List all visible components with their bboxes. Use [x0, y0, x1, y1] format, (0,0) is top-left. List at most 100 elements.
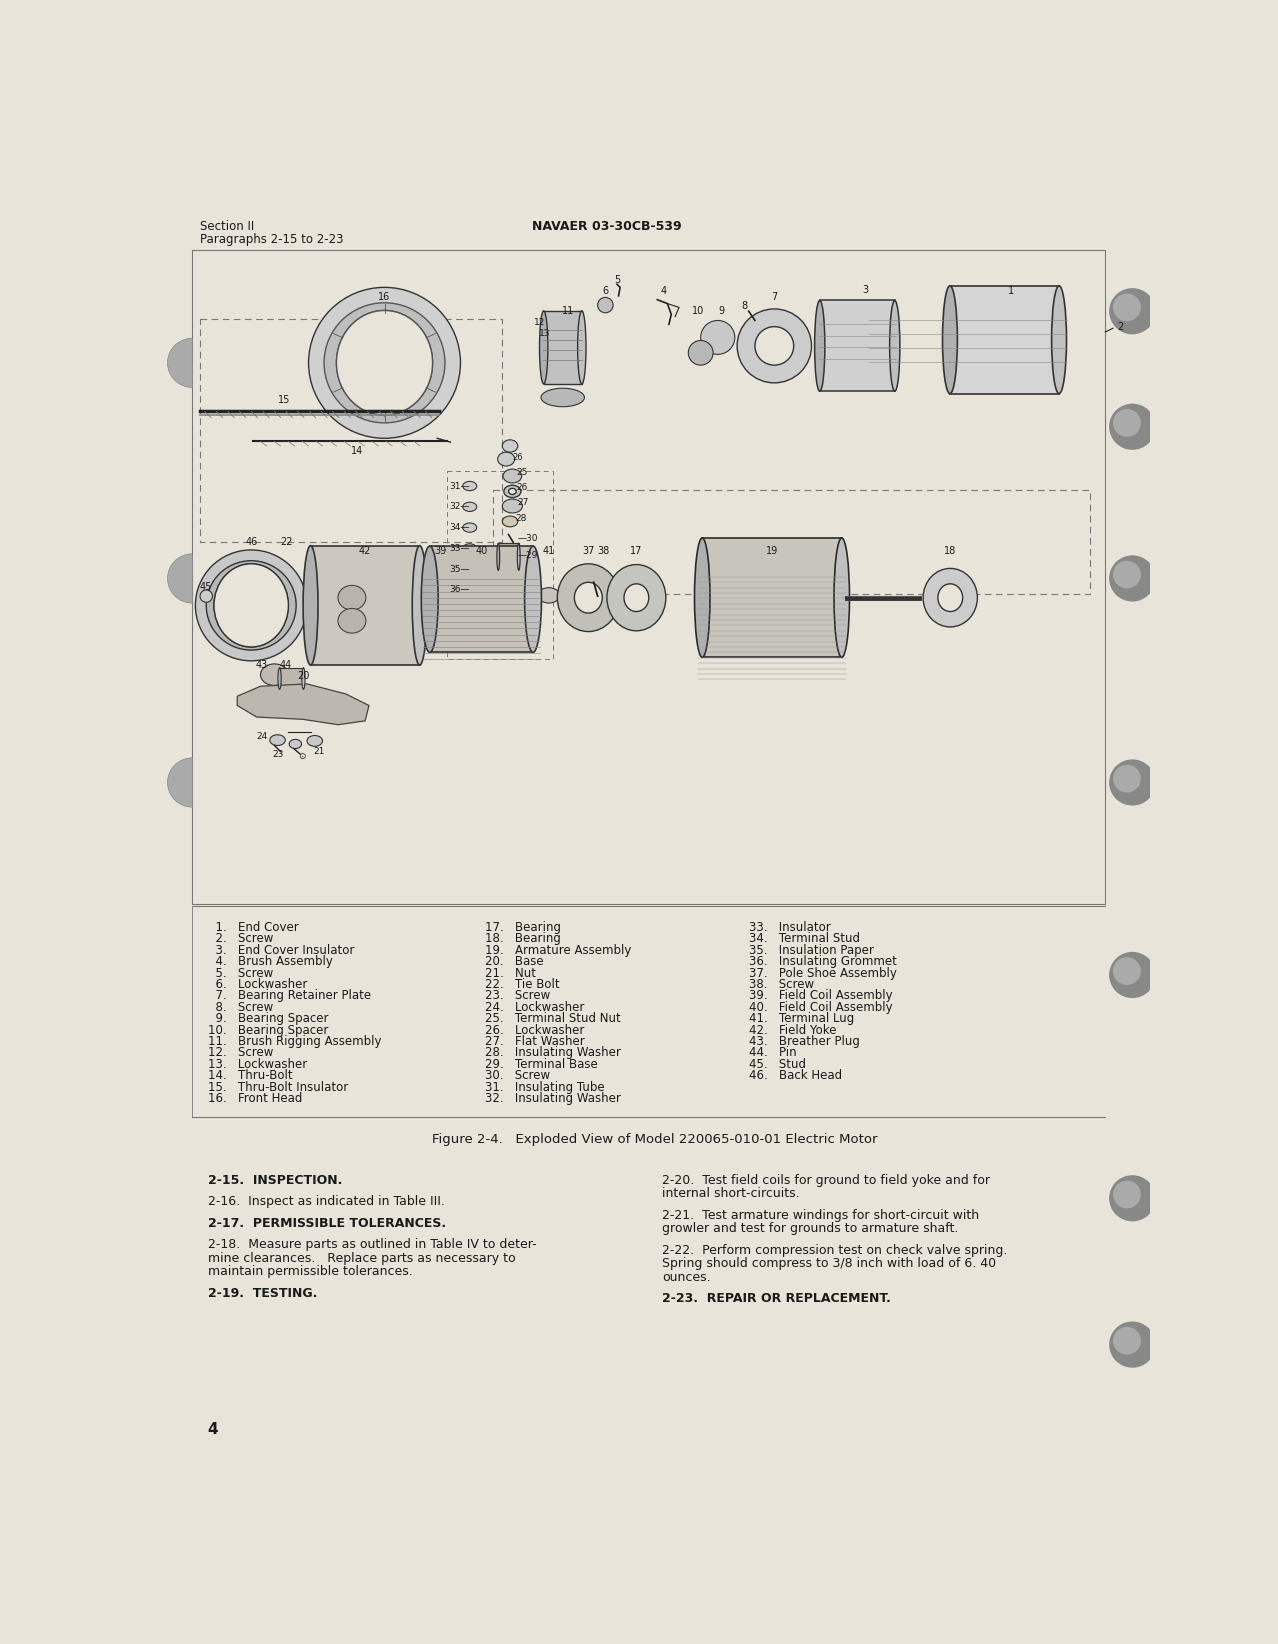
Text: 22.   Tie Bolt: 22. Tie Bolt	[486, 978, 560, 991]
Circle shape	[1113, 294, 1141, 321]
Wedge shape	[167, 339, 192, 388]
Text: —30: —30	[518, 534, 538, 543]
Text: 31.   Insulating Tube: 31. Insulating Tube	[486, 1080, 604, 1093]
Text: 10.   Bearing Spacer: 10. Bearing Spacer	[208, 1024, 328, 1037]
Circle shape	[1109, 404, 1155, 450]
Circle shape	[1109, 1322, 1155, 1368]
Ellipse shape	[206, 561, 296, 649]
Text: 11.   Brush Rigging Assembly: 11. Brush Rigging Assembly	[208, 1036, 381, 1047]
Text: 1.   End Cover: 1. End Cover	[208, 921, 299, 934]
Ellipse shape	[463, 523, 477, 533]
Text: ounces.: ounces.	[662, 1271, 711, 1284]
Ellipse shape	[463, 585, 477, 595]
Ellipse shape	[923, 569, 978, 626]
Bar	[493, 490, 1090, 593]
Wedge shape	[167, 554, 192, 603]
Ellipse shape	[578, 311, 587, 385]
Text: 6.   Lockwasher: 6. Lockwasher	[208, 978, 307, 991]
Circle shape	[1109, 1175, 1155, 1221]
Text: 19: 19	[766, 546, 778, 556]
Ellipse shape	[624, 584, 649, 612]
Ellipse shape	[737, 309, 812, 383]
Ellipse shape	[700, 321, 735, 355]
Text: 36.   Insulating Grommet: 36. Insulating Grommet	[749, 955, 897, 968]
Text: 19.   Armature Assembly: 19. Armature Assembly	[486, 944, 631, 957]
Ellipse shape	[598, 298, 613, 312]
Text: Figure 2-4.   Exploded View of Model 220065-010-01 Electric Motor: Figure 2-4. Exploded View of Model 22006…	[432, 1133, 878, 1146]
Polygon shape	[238, 684, 369, 725]
Text: mine clearances.   Replace parts as necessary to: mine clearances. Replace parts as necess…	[208, 1251, 515, 1264]
Text: 24: 24	[257, 732, 267, 741]
Ellipse shape	[814, 301, 824, 391]
Bar	[280, 667, 303, 689]
Text: 17: 17	[630, 546, 643, 556]
Bar	[311, 546, 419, 666]
Text: 14: 14	[351, 447, 363, 457]
Text: 39.   Field Coil Assembly: 39. Field Coil Assembly	[749, 990, 892, 1003]
Text: 3: 3	[861, 284, 868, 294]
Ellipse shape	[308, 288, 460, 439]
Text: 2-20.  Test field coils for ground to field yoke and for: 2-20. Test field coils for ground to fie…	[662, 1174, 990, 1187]
Text: 42: 42	[359, 546, 372, 556]
Text: 17.   Bearing: 17. Bearing	[486, 921, 561, 934]
Circle shape	[1113, 957, 1141, 985]
Ellipse shape	[509, 488, 516, 495]
Text: 46: 46	[245, 538, 257, 547]
Ellipse shape	[337, 585, 366, 610]
Text: NAVAER 03-30CB-539: NAVAER 03-30CB-539	[532, 220, 681, 233]
Ellipse shape	[261, 664, 289, 686]
Bar	[950, 286, 1059, 393]
Text: 45.   Stud: 45. Stud	[749, 1057, 805, 1070]
Text: internal short-circuits.: internal short-circuits.	[662, 1187, 800, 1200]
Text: 2-15.  INSPECTION.: 2-15. INSPECTION.	[208, 1174, 343, 1187]
Ellipse shape	[213, 564, 289, 648]
Text: growler and test for grounds to armature shaft.: growler and test for grounds to armature…	[662, 1221, 958, 1235]
Text: 28: 28	[515, 515, 527, 523]
Text: 22: 22	[280, 538, 293, 547]
Text: 13: 13	[539, 329, 551, 339]
Text: —29: —29	[518, 551, 538, 561]
Text: 18: 18	[944, 546, 956, 556]
Wedge shape	[167, 758, 192, 807]
Ellipse shape	[502, 516, 518, 526]
Text: 21: 21	[313, 746, 325, 756]
Text: 26: 26	[512, 454, 523, 462]
Text: 24.   Lockwasher: 24. Lockwasher	[486, 1001, 584, 1014]
Text: ⊙: ⊙	[298, 751, 305, 761]
Text: 39: 39	[435, 546, 446, 556]
Ellipse shape	[502, 500, 523, 513]
Text: 27: 27	[518, 498, 529, 508]
Circle shape	[1113, 561, 1141, 589]
Ellipse shape	[539, 311, 548, 385]
Text: maintain permissible tolerances.: maintain permissible tolerances.	[208, 1266, 413, 1279]
Ellipse shape	[694, 538, 711, 658]
Text: 2: 2	[1118, 322, 1123, 332]
Text: 38: 38	[597, 546, 610, 556]
Ellipse shape	[337, 608, 366, 633]
Text: 35.   Insulation Paper: 35. Insulation Paper	[749, 944, 874, 957]
Text: 32.   Insulating Washer: 32. Insulating Washer	[486, 1092, 621, 1105]
Ellipse shape	[336, 311, 432, 416]
Circle shape	[1109, 952, 1155, 998]
Text: 27.   Flat Washer: 27. Flat Washer	[486, 1036, 585, 1047]
Text: 21.   Nut: 21. Nut	[486, 967, 537, 980]
Text: 2-22.  Perform compression test on check valve spring.: 2-22. Perform compression test on check …	[662, 1245, 1007, 1256]
Ellipse shape	[689, 340, 713, 365]
Text: 7.   Bearing Retainer Plate: 7. Bearing Retainer Plate	[208, 990, 371, 1003]
Text: 11: 11	[562, 306, 574, 316]
Text: 36—: 36—	[449, 585, 469, 595]
Text: 43.   Breather Plug: 43. Breather Plug	[749, 1036, 860, 1047]
Text: Spring should compress to 3/8 inch with load of 6. 40: Spring should compress to 3/8 inch with …	[662, 1258, 996, 1271]
Ellipse shape	[574, 582, 602, 613]
Text: 2.   Screw: 2. Screw	[208, 932, 273, 945]
Text: 20.   Base: 20. Base	[486, 955, 544, 968]
Text: 18.   Bearing: 18. Bearing	[486, 932, 561, 945]
Bar	[702, 538, 842, 658]
Text: 32—: 32—	[449, 503, 469, 511]
Text: 30.   Screw: 30. Screw	[486, 1069, 551, 1082]
Ellipse shape	[497, 544, 500, 570]
Text: 44.   Pin: 44. Pin	[749, 1047, 796, 1059]
Ellipse shape	[196, 551, 307, 661]
Text: 9.   Bearing Spacer: 9. Bearing Spacer	[208, 1013, 328, 1026]
Ellipse shape	[277, 667, 281, 689]
